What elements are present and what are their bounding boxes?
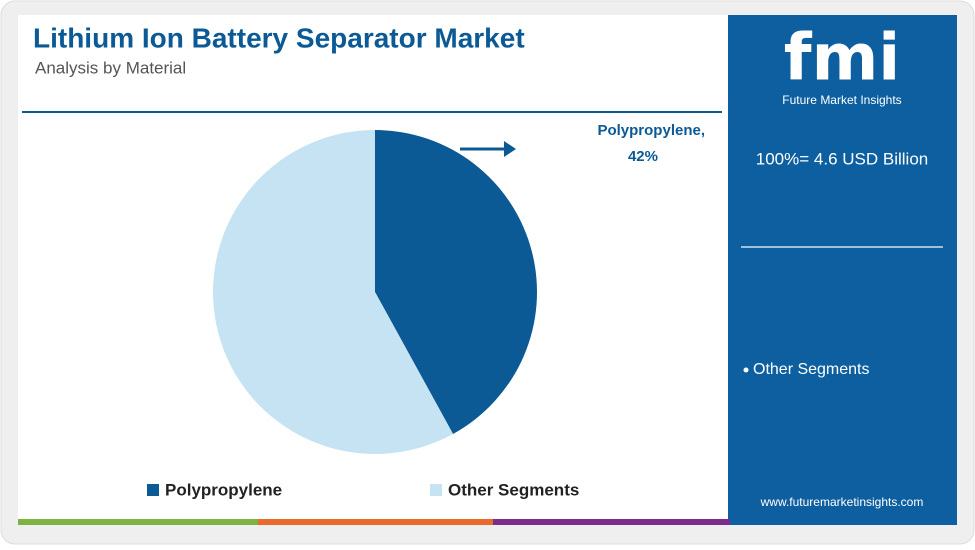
comma: , (701, 122, 705, 139)
side-panel (728, 15, 957, 525)
panel-segment: Other Segments (753, 361, 870, 378)
stripe (730, 519, 957, 525)
bullet (743, 367, 749, 373)
logo: fmi (784, 22, 900, 96)
brand-url: www.futuremarketinsights.com (760, 495, 924, 509)
chart-subtitle: Analysis by Material (35, 58, 186, 77)
pie-slice (375, 130, 537, 434)
data-label: Polypropylene, (597, 122, 705, 139)
legend: Polypropylene Other Segments (147, 480, 579, 499)
legend-label: Other Segments (448, 480, 579, 499)
brand-name: Future Market Insights (782, 93, 901, 107)
pie (213, 130, 537, 454)
legend-swatch (430, 484, 442, 496)
stripe (258, 519, 493, 525)
data-label-name: Polypropylene (597, 122, 700, 139)
stripe (18, 519, 258, 525)
stripe (493, 519, 730, 525)
pie-slice (213, 130, 454, 454)
legend-swatch (147, 484, 159, 496)
legend-label: Polypropylene (165, 480, 282, 499)
chart-title: Lithium Ion Battery Separator Market (33, 22, 525, 53)
arrow-head (504, 141, 516, 157)
summary: 100%= 4.6 USD Billion (756, 149, 928, 168)
data-label-value: 42% (628, 148, 658, 165)
